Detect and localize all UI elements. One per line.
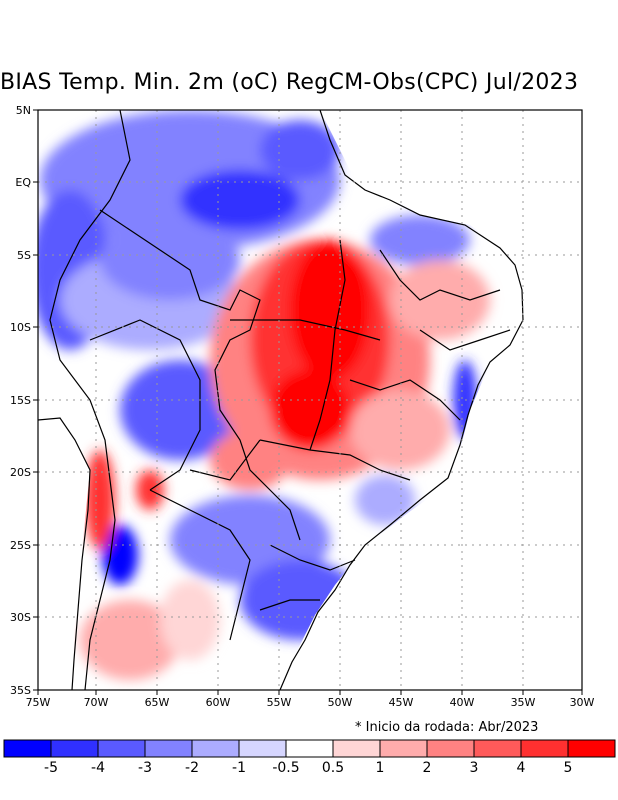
colorbar: [3, 739, 616, 758]
lon-label: 50W: [328, 696, 353, 709]
ocean-pacific: [38, 110, 90, 690]
red-goias: [270, 370, 350, 450]
border-brazil-west: [99, 209, 301, 541]
lat-label: 20S: [10, 466, 31, 479]
lat-label: 5S: [17, 249, 31, 262]
colorbar-label: -0.5: [272, 760, 299, 776]
colorbar-swatch: [97, 739, 146, 758]
colorbar-swatch: [520, 739, 569, 758]
border-states-1: [230, 319, 381, 341]
border-states-2: [309, 239, 346, 451]
lon-label: 35W: [511, 696, 536, 709]
lat-label: EQ: [15, 176, 31, 189]
red-cerrado-core: [290, 240, 370, 380]
coastline-pacific: [37, 417, 91, 691]
red-northeast: [390, 260, 490, 340]
red-patagonia: [80, 600, 180, 680]
colorbar-label: 5: [564, 760, 573, 776]
lat-label: 10S: [10, 321, 31, 334]
colorbar-labels: -5 -4 -3 -2 -1 -0.5 0.5 1 2 3 4 5: [44, 760, 572, 776]
red-andes-west: [85, 450, 115, 550]
blue-bolivia: [120, 360, 240, 460]
blue-amazonas-south: [100, 220, 240, 300]
lon-labels: 75W 70W 65W 60W 55W 50W 45W 40W 35W 30W: [26, 696, 595, 709]
lon-label: 30W: [570, 696, 595, 709]
colorbar-swatch: [238, 739, 287, 758]
ticks: [33, 109, 583, 695]
bias-field: [38, 110, 582, 690]
colorbar-label: -1: [232, 760, 246, 776]
colorbar-swatch: [3, 739, 52, 758]
border-mg: [349, 379, 461, 421]
border-argentina: [149, 489, 251, 641]
border-states-4: [189, 439, 261, 481]
lon-label: 75W: [26, 696, 51, 709]
colorbar-swatch: [379, 739, 428, 758]
colorbar-label: 3: [470, 760, 479, 776]
coastline: [279, 109, 524, 691]
borders: [37, 109, 524, 691]
lon-label: 40W: [450, 696, 475, 709]
map-title: BIAS Temp. Min. 2m (oC) RegCM-Obs(CPC) J…: [0, 70, 579, 95]
border-states-5: [269, 544, 356, 571]
colorbar-swatch: [144, 739, 193, 758]
lat-labels: 5N EQ 5S 10S 15S 20S 25S 30S 35S: [10, 104, 31, 697]
colorbar-swatch: [567, 739, 616, 758]
colorbar-label: 0.5: [322, 760, 344, 776]
blue-northeast: [370, 215, 470, 265]
lat-label: 30S: [10, 611, 31, 624]
colorbar-swatch: [285, 739, 334, 758]
ocean-atlantic: [270, 110, 582, 690]
lat-label: 5N: [16, 104, 31, 117]
colorbar-swatch: [50, 739, 99, 758]
lon-label: 70W: [84, 696, 109, 709]
colorbar-swatch: [473, 739, 522, 758]
border-andes: [49, 109, 131, 691]
colorbar-label: -5: [44, 760, 58, 776]
colorbar-label: 4: [517, 760, 526, 776]
border-bolivia: [89, 319, 201, 491]
border-northeast-1: [379, 249, 501, 301]
colorbar-label: 2: [423, 760, 432, 776]
red-mid-1: [210, 430, 290, 490]
lat-label: 35S: [10, 684, 31, 697]
blue-argentina: [102, 525, 138, 585]
lon-label: 60W: [206, 696, 231, 709]
border-northeast-2: [419, 329, 511, 351]
colorbar-swatch: [426, 739, 475, 758]
colorbar-swatch: [332, 739, 381, 758]
grid-lines: [38, 110, 582, 690]
lon-label: 55W: [267, 696, 292, 709]
lon-label: 65W: [145, 696, 170, 709]
border-states-6: [259, 599, 320, 611]
lon-label: 45W: [389, 696, 414, 709]
border-states-3: [259, 439, 411, 481]
colorbar-label: -3: [138, 760, 152, 776]
red-minas: [350, 390, 450, 470]
lat-label: 25S: [10, 539, 31, 552]
colorbar-label: 1: [376, 760, 385, 776]
colorbar-label: -4: [91, 760, 105, 776]
blue-guiana: [260, 120, 340, 180]
run-start-note: * Inicio da rodada: Abr/2023: [355, 720, 539, 735]
colorbar-label: -2: [185, 760, 199, 776]
red-chaco: [160, 580, 220, 660]
blue-southeast: [355, 475, 415, 525]
blue-amazon-core: [180, 170, 300, 230]
lat-label: 15S: [10, 394, 31, 407]
colorbar-swatch: [191, 739, 240, 758]
